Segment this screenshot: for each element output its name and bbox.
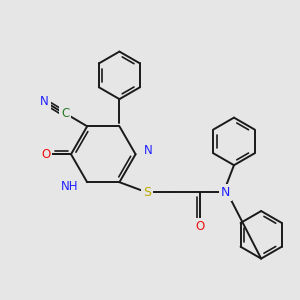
- Text: N: N: [221, 186, 230, 199]
- Text: N: N: [40, 95, 49, 108]
- Text: O: O: [195, 220, 205, 233]
- Text: NH: NH: [61, 180, 79, 193]
- Text: C: C: [61, 107, 69, 120]
- Text: O: O: [41, 148, 50, 161]
- Text: N: N: [144, 143, 153, 157]
- Text: S: S: [143, 186, 152, 199]
